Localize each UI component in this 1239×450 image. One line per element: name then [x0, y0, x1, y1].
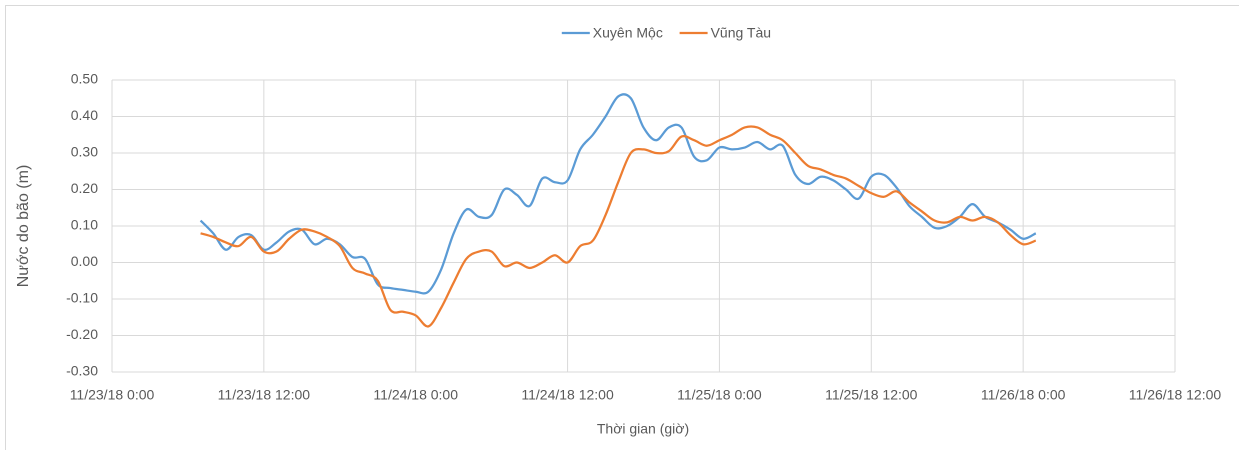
series-line: [199, 93, 1037, 295]
x-tick-label: 11/24/18 0:00: [373, 387, 458, 403]
x-tick-label: 11/26/18 0:00: [981, 387, 1066, 403]
series-line: [200, 125, 1037, 328]
x-tick-label: 11/24/18 12:00: [521, 387, 614, 403]
x-tick-label: 11/23/18 0:00: [70, 387, 155, 403]
y-tick-label: 0.50: [71, 71, 98, 87]
legend-label: Xuyên Mộc: [593, 25, 663, 41]
y-tick-label: 0.10: [71, 217, 98, 233]
x-tick-label: 11/23/18 12:00: [218, 387, 311, 403]
x-tick-label: 11/25/18 0:00: [677, 387, 762, 403]
y-tick-label: -0.30: [66, 363, 98, 379]
y-tick-label: 0.20: [71, 180, 98, 196]
y-axis-label: Nước do bão (m): [15, 165, 32, 288]
x-tick-label: 11/25/18 12:00: [825, 387, 918, 403]
legend-label: Vũng Tàu: [711, 25, 771, 41]
y-tick-label: 0.40: [71, 107, 98, 123]
y-tick-label: 0.00: [71, 253, 98, 269]
y-tick-label: -0.10: [66, 290, 98, 306]
y-tick-label: -0.20: [66, 326, 98, 342]
x-tick-label: 11/26/18 12:00: [1129, 387, 1222, 403]
x-axis-label: Thời gian (giờ): [597, 421, 689, 437]
y-tick-label: 0.30: [71, 144, 98, 160]
